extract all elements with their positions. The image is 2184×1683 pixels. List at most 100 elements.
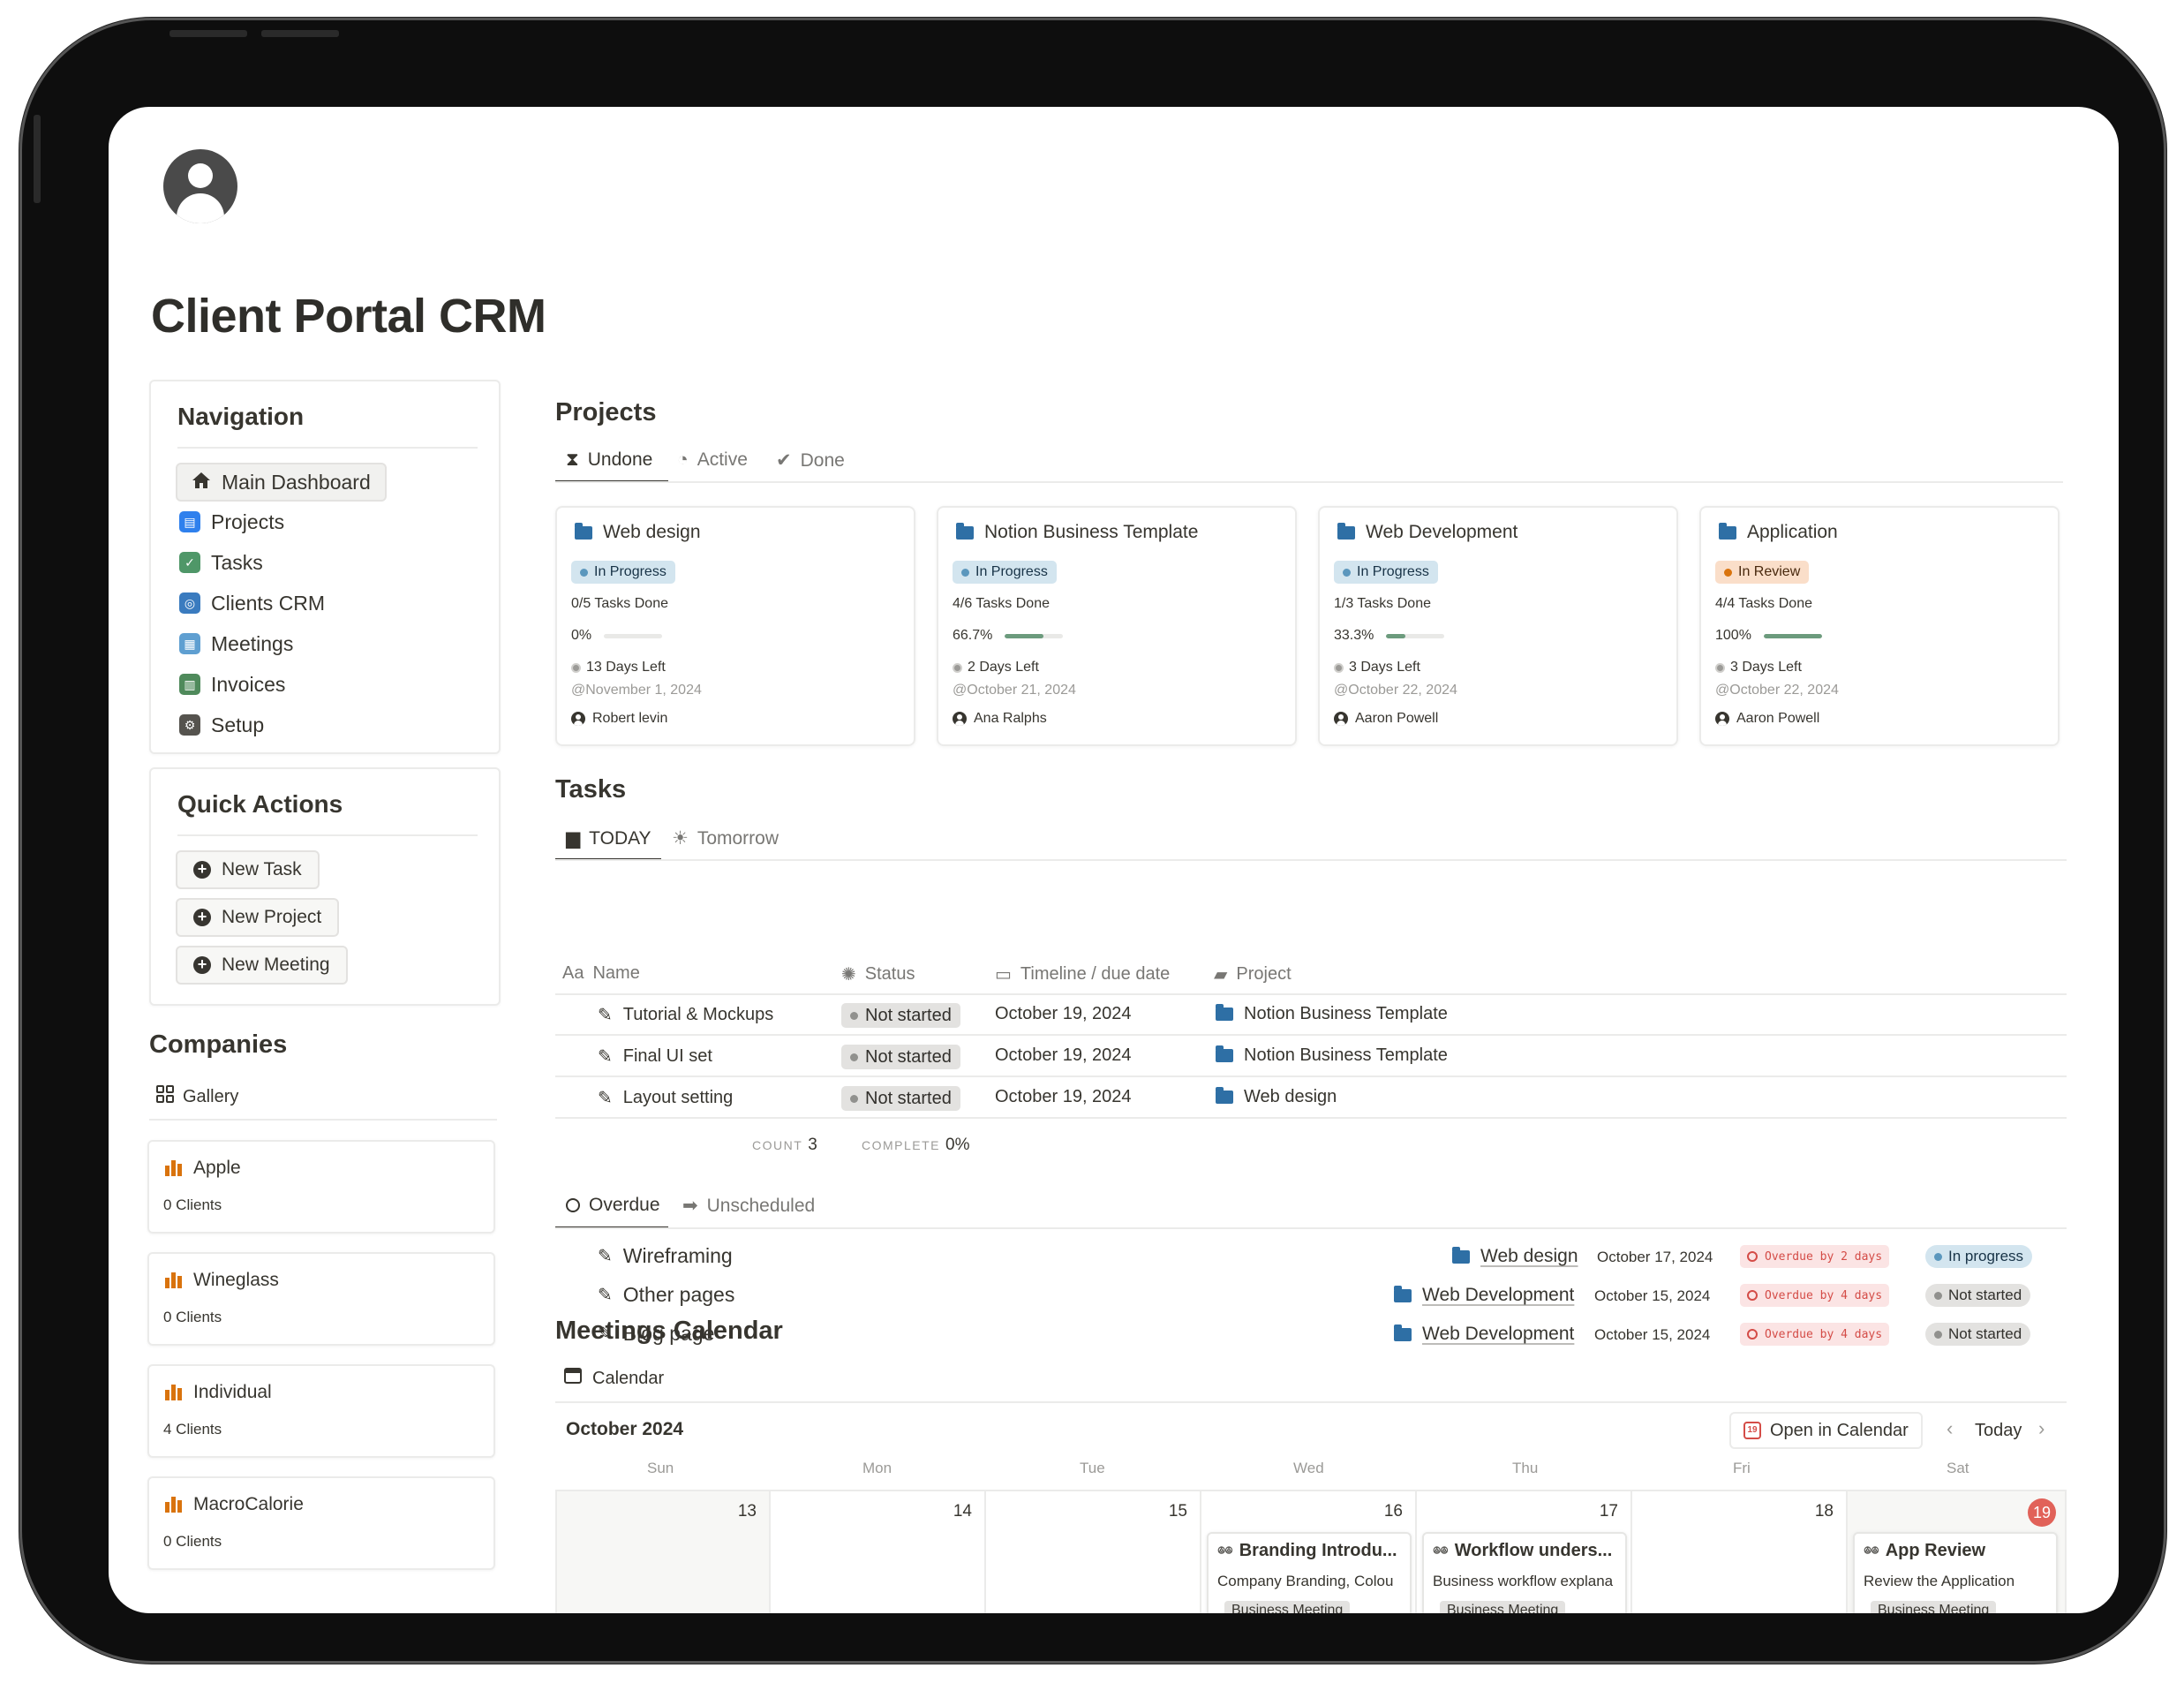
calendar-event[interactable]: ꔮꔮ Branding Introdu... Company Branding, … (1207, 1532, 1412, 1613)
list-item[interactable]: ✎ Blog page (598, 1322, 715, 1345)
list-item[interactable]: ✎ Wireframing (598, 1244, 733, 1267)
calendar-day-cell[interactable]: 17 ꔮꔮ Workflow unders... Business workflo… (1417, 1490, 1632, 1613)
folder-icon (1452, 1246, 1470, 1264)
status-badge[interactable]: Not started (841, 1003, 960, 1028)
weekday-label: Thu (1512, 1460, 1539, 1476)
task-project-link[interactable]: Notion Business Template (1216, 1045, 1448, 1066)
nav-projects[interactable]: ▤ Projects (179, 504, 284, 540)
folder-icon (1216, 1004, 1233, 1021)
project-card[interactable]: Application In Review 4/4 Tasks Done 100… (1699, 506, 2060, 746)
calendar-view-tab[interactable]: Calendar (564, 1368, 664, 1389)
task-complete-summary[interactable]: COMPLETE 0% (862, 1136, 970, 1154)
progress-percent: 100% (1715, 628, 1751, 643)
calendar-event[interactable]: ꔮꔮ Workflow unders... Business workflow e… (1422, 1532, 1627, 1613)
previous-month-button[interactable]: ‹ (1947, 1417, 1954, 1439)
calendar-day-cell[interactable]: 19 ꔮꔮ App Review Review the Application B… (1848, 1490, 2067, 1613)
task-edit-icon: ✎ (598, 1247, 613, 1266)
check-circle-icon: ✔ (776, 450, 792, 471)
project-card[interactable]: Web design In Progress 0/5 Tasks Done 0%… (555, 506, 915, 746)
status-spinner-icon: ✺ (841, 965, 856, 985)
navigation-panel: Navigation Main Dashboard ▤ Projects ✓ T… (149, 380, 501, 754)
user-icon (1334, 712, 1348, 726)
new-project-button[interactable]: + New Project (176, 898, 340, 937)
tasks-done: 1/3 Tasks Done (1334, 596, 1431, 611)
volume-button (169, 30, 247, 37)
weekday-label: Fri (1733, 1460, 1751, 1476)
folder-icon (1216, 1045, 1233, 1062)
status-badge[interactable]: Not started (1925, 1284, 2031, 1307)
tab-unscheduled[interactable]: ➡ Unscheduled (682, 1195, 816, 1217)
weekday-label: Sun (647, 1460, 674, 1476)
tab-done[interactable]: ✔ Done (776, 449, 845, 472)
days-left-icon (953, 662, 962, 673)
calendar-day-cell[interactable]: 13 (555, 1490, 771, 1613)
progress-bar (1005, 633, 1064, 638)
status-badge[interactable]: In progress (1925, 1245, 2033, 1268)
task-project-link[interactable]: Web design (1452, 1246, 1578, 1267)
nav-tasks[interactable]: ✓ Tasks (179, 545, 263, 580)
nav-clients-crm[interactable]: ◎ Clients CRM (179, 585, 325, 621)
company-card-apple[interactable]: Apple 0 Clients (147, 1140, 495, 1234)
gallery-view-tab[interactable]: Gallery (156, 1085, 238, 1108)
open-in-calendar-button[interactable]: 19 Open in Calendar (1729, 1412, 1923, 1449)
calendar-event[interactable]: ꔮꔮ App Review Review the Application Busi… (1853, 1532, 2058, 1613)
column-status[interactable]: ✺ Status (841, 964, 915, 985)
calendar-day-cell[interactable]: 14 (771, 1490, 986, 1613)
plus-circle-icon: + (193, 909, 211, 926)
company-card-individual[interactable]: Individual 4 Clients (147, 1364, 495, 1458)
new-task-button[interactable]: + New Task (176, 850, 320, 889)
task-count-summary[interactable]: COUNT 3 (752, 1136, 817, 1154)
task-project-link[interactable]: Notion Business Template (1216, 1004, 1448, 1024)
status-badge: In Review (1715, 561, 1810, 584)
column-name[interactable]: Aa Name (562, 963, 640, 983)
projects-title: Projects (555, 398, 657, 426)
task-project-link[interactable]: Web Development (1394, 1324, 1574, 1345)
column-timeline[interactable]: ▭ Timeline / due date (995, 964, 1171, 985)
tab-undone[interactable]: ⧗ Undone (566, 449, 653, 470)
nav-main-dashboard[interactable]: Main Dashboard (176, 463, 387, 502)
due-date: @November 1, 2024 (571, 683, 702, 698)
document-square-icon: ▥ (179, 674, 200, 695)
column-project[interactable]: ▰ Project (1214, 964, 1292, 985)
nav-meetings[interactable]: ▦ Meetings (179, 626, 293, 661)
weekday-label: Sat (1947, 1460, 1969, 1476)
tab-tomorrow[interactable]: ☀ Tomorrow (672, 827, 779, 849)
nav-invoices[interactable]: ▥ Invoices (179, 667, 285, 702)
tab-active[interactable]: ◔ Active (677, 449, 748, 470)
nav-setup[interactable]: ⚙ Setup (179, 707, 264, 743)
table-row-name[interactable]: ✎ Tutorial & Mockups (598, 1005, 774, 1025)
next-month-button[interactable]: › (2038, 1417, 2045, 1439)
status-badge[interactable]: Not started (1925, 1323, 2031, 1346)
sunrise-icon: ☀ (672, 828, 689, 849)
task-edit-icon: ✎ (598, 1286, 613, 1305)
text-type-icon: Aa (562, 963, 584, 983)
calendar-day-cell[interactable]: 15 (986, 1490, 1201, 1613)
tab-today[interactable]: ▆ TODAY (566, 827, 651, 849)
page-icon-avatar[interactable] (163, 149, 237, 223)
task-project-link[interactable]: Web Development (1394, 1285, 1574, 1306)
project-card[interactable]: Notion Business Template In Progress 4/6… (937, 506, 1297, 746)
calendar-day-cell[interactable]: 16 ꔮꔮ Branding Introdu... Company Brandin… (1201, 1490, 1417, 1613)
days-left: 3 Days Left (1349, 660, 1420, 675)
warning-circle-icon (1747, 1329, 1758, 1340)
project-card[interactable]: Web Development In Progress 1/3 Tasks Do… (1318, 506, 1678, 746)
new-meeting-button[interactable]: + New Meeting (176, 946, 348, 985)
list-item[interactable]: ✎ Other pages (598, 1283, 735, 1306)
task-project-link[interactable]: Web design (1216, 1087, 1337, 1107)
days-left-icon (1715, 662, 1725, 673)
weekday-label: Tue (1080, 1460, 1105, 1476)
status-badge[interactable]: Not started (841, 1086, 960, 1111)
today-marker: 19 (2028, 1498, 2056, 1527)
tablet-frame: Client Portal CRM Navigation Main Dashbo… (19, 18, 2166, 1664)
company-card-macrocalorie[interactable]: MacroCalorie 0 Clients (147, 1476, 495, 1570)
table-row-name[interactable]: ✎ Final UI set (598, 1046, 712, 1067)
calendar-icon: ▆ (566, 828, 581, 849)
company-card-wineglass[interactable]: Wineglass 0 Clients (147, 1252, 495, 1346)
tab-overdue[interactable]: Overdue (566, 1195, 660, 1216)
days-left-icon (1334, 662, 1344, 673)
table-row-name[interactable]: ✎ Layout setting (598, 1088, 734, 1108)
today-button[interactable]: Today (1975, 1421, 2022, 1440)
task-date: October 19, 2024 (995, 1004, 1132, 1023)
status-badge[interactable]: Not started (841, 1045, 960, 1069)
calendar-day-cell[interactable]: 18 (1632, 1490, 1848, 1613)
